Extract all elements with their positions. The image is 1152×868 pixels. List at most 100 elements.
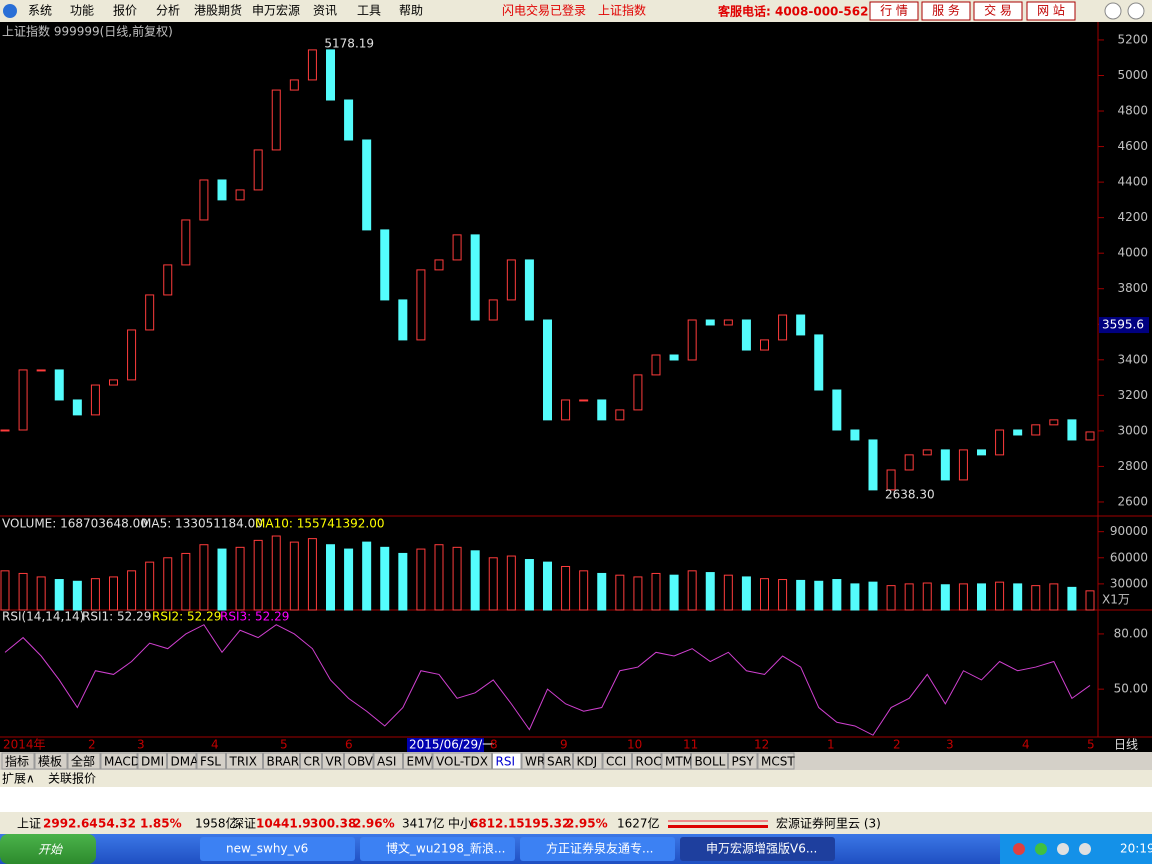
status-message: 上证指数 xyxy=(598,3,646,18)
task-item[interactable] xyxy=(360,837,515,861)
start-button[interactable] xyxy=(0,834,96,864)
volume-bar xyxy=(543,561,552,611)
menu-item[interactable]: 申万宏源 xyxy=(252,3,300,18)
tab[interactable] xyxy=(691,752,728,770)
start-label[interactable]: 开始 xyxy=(38,843,63,857)
volume-bar xyxy=(54,579,64,611)
menu-item[interactable]: 资讯 xyxy=(313,4,337,18)
date-label: 5 xyxy=(1087,738,1095,752)
tab[interactable] xyxy=(573,752,603,770)
subtab[interactable]: 扩展∧ xyxy=(2,772,35,786)
tab[interactable] xyxy=(1,752,35,770)
y-tick-label: 90000 xyxy=(1110,524,1148,538)
candle xyxy=(977,449,986,456)
tab[interactable] xyxy=(226,752,263,770)
volume-bar xyxy=(416,548,426,611)
tab[interactable] xyxy=(100,752,138,770)
tab-label: PSY xyxy=(732,755,755,769)
subtab[interactable]: 关联报价 xyxy=(48,771,96,786)
top-button[interactable] xyxy=(869,1,919,21)
date-label: 3 xyxy=(946,738,954,752)
tab[interactable] xyxy=(432,752,492,770)
tab[interactable] xyxy=(521,752,544,770)
volume-bar xyxy=(90,578,100,611)
tab[interactable] xyxy=(492,752,522,770)
candle xyxy=(597,399,607,421)
volume-bar xyxy=(72,580,82,611)
tab[interactable] xyxy=(602,752,632,770)
status-message: 闪电交易已登录 xyxy=(502,3,586,18)
volume-unit: X1万 xyxy=(1102,593,1130,607)
tab[interactable] xyxy=(322,752,344,770)
candle xyxy=(524,259,534,321)
last-price-box xyxy=(1099,317,1149,334)
date-label: 2014年 xyxy=(3,738,46,752)
volume-bar xyxy=(289,541,299,611)
period-label: 日线 xyxy=(1114,738,1138,752)
task-label: 申万宏源增强版V6... xyxy=(706,841,817,856)
task-label: 博文_wu2198_新浪... xyxy=(386,841,505,856)
date-label: 6 xyxy=(345,738,353,752)
tab[interactable] xyxy=(300,752,322,770)
volume-bar xyxy=(886,585,896,611)
tab[interactable] xyxy=(263,752,300,770)
menu-item[interactable]: 港股期货 xyxy=(194,3,242,18)
last-price: 3595.6 xyxy=(1102,318,1144,332)
menu-item[interactable]: 工具 xyxy=(357,4,381,18)
candle xyxy=(470,234,480,321)
menu-item[interactable]: 分析 xyxy=(156,4,180,18)
tab-label: ROC xyxy=(636,755,662,769)
candle xyxy=(760,339,769,351)
candle xyxy=(561,399,571,421)
window-controls[interactable] xyxy=(1104,2,1145,20)
tab[interactable] xyxy=(67,752,101,770)
tab[interactable] xyxy=(373,752,403,770)
menu-item[interactable]: 系统 xyxy=(28,4,52,18)
tab[interactable] xyxy=(196,752,226,770)
candle xyxy=(1085,431,1095,441)
top-button[interactable] xyxy=(1026,1,1076,21)
volume-bar xyxy=(615,574,625,611)
tab[interactable] xyxy=(728,752,758,770)
volume-bar xyxy=(977,583,986,611)
tab[interactable] xyxy=(661,752,691,770)
tab-label: SAR xyxy=(547,755,571,769)
y-tick-label: 4400 xyxy=(1117,175,1148,189)
top-button[interactable] xyxy=(921,1,971,21)
candle xyxy=(669,354,679,361)
candle xyxy=(235,189,245,201)
tab[interactable] xyxy=(34,752,68,770)
candle xyxy=(687,319,697,361)
tab-label: BOLL xyxy=(695,755,726,769)
candle xyxy=(416,269,426,341)
volume-bar xyxy=(36,576,46,611)
candle xyxy=(796,314,806,336)
tab-label: KDJ xyxy=(577,755,598,769)
y-tick-label: 3800 xyxy=(1117,281,1148,295)
tab[interactable] xyxy=(167,752,197,770)
tab-label: VOL-TDX xyxy=(436,755,488,769)
tab[interactable] xyxy=(137,752,167,770)
task-item[interactable] xyxy=(200,837,355,861)
candle xyxy=(362,139,372,231)
y-tick-label: 60000 xyxy=(1110,550,1148,564)
tab[interactable] xyxy=(632,752,662,770)
tab[interactable] xyxy=(344,752,374,770)
task-item[interactable] xyxy=(680,837,835,861)
tab[interactable] xyxy=(403,752,433,770)
candle xyxy=(1031,424,1041,436)
tab-label: DMI xyxy=(141,755,164,769)
volume-bar xyxy=(344,548,354,611)
candle xyxy=(488,299,498,321)
candle xyxy=(90,384,100,416)
menu-item[interactable]: 功能 xyxy=(70,4,94,18)
tab[interactable] xyxy=(543,752,573,770)
menu-item[interactable]: 帮助 xyxy=(399,4,423,18)
candle xyxy=(289,79,299,91)
menu-item[interactable]: 报价 xyxy=(113,3,137,18)
tab[interactable] xyxy=(757,752,795,770)
tab-label: RSI xyxy=(496,755,516,769)
top-button[interactable] xyxy=(973,1,1023,21)
tab-label: 全部 xyxy=(71,754,95,769)
task-item[interactable] xyxy=(520,837,675,861)
